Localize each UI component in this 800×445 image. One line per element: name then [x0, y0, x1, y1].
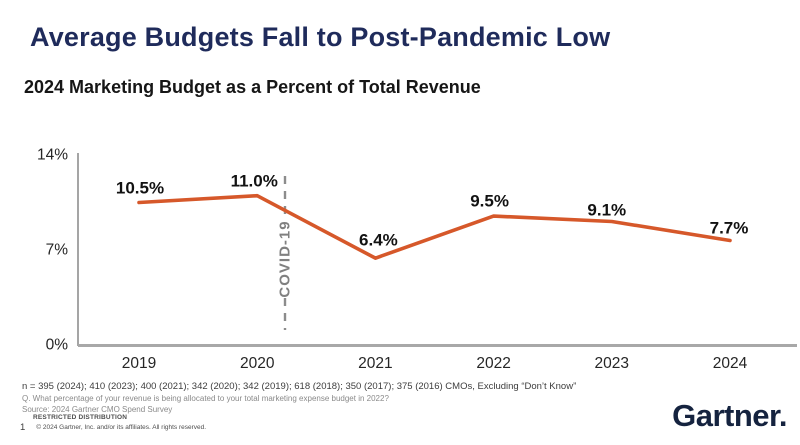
page-number: 1: [20, 422, 26, 433]
restricted-distribution-label: RESTRICTED DISTRIBUTION: [33, 414, 128, 421]
y-tick-label: 0%: [46, 337, 69, 354]
data-point-label: 10.5%: [116, 179, 164, 198]
survey-question-note: Q. What percentage of your revenue is be…: [22, 394, 389, 403]
gartner-logo: Gartner.: [672, 398, 787, 433]
source-note: Source: 2024 Gartner CMO Spend Survey: [22, 405, 173, 414]
copyright-note: © 2024 Gartner, Inc. and/or its affiliat…: [36, 424, 207, 431]
data-point-label: 7.7%: [710, 219, 749, 238]
x-tick-label: 2020: [240, 355, 275, 372]
copyright-row: 1 © 2024 Gartner, Inc. and/or its affili…: [20, 422, 206, 433]
y-tick-label: 14%: [37, 147, 68, 164]
data-point-label: 11.0%: [231, 172, 278, 191]
data-point-label: 9.5%: [470, 192, 509, 211]
covid-annotation-label: COVID-19: [277, 220, 294, 297]
budget-trend-line: [137, 193, 732, 260]
page-title: Average Budgets Fall to Post-Pandemic Lo…: [30, 22, 611, 52]
y-tick-label: 7%: [46, 242, 69, 259]
x-tick-label: 2024: [713, 355, 748, 372]
x-tick-label: 2021: [358, 355, 392, 372]
sample-size-note: n = 395 (2024); 410 (2023); 400 (2021); …: [22, 381, 577, 392]
data-point-label: 9.1%: [587, 201, 626, 220]
x-tick-label: 2023: [595, 355, 629, 372]
x-tick-label: 2022: [476, 355, 510, 372]
x-tick-label: 2019: [122, 355, 156, 372]
data-point-label: 6.4%: [359, 231, 398, 250]
chart-subtitle: 2024 Marketing Budget as a Percent of To…: [24, 77, 481, 97]
budget-line-chart: 0% 7% 14% 2019 2020 2021 2022 2023 2024 COVID-19 1…: [37, 147, 797, 372]
